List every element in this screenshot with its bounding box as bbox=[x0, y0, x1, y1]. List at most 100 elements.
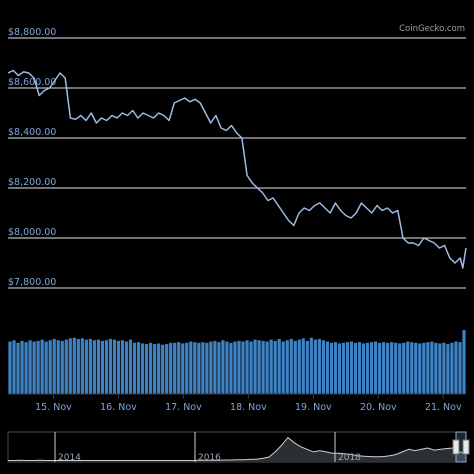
volume-bar bbox=[229, 342, 233, 394]
volume-bar bbox=[253, 339, 257, 394]
price-series-line bbox=[7, 69, 467, 269]
volume-bar bbox=[60, 340, 64, 394]
volume-bar bbox=[373, 341, 378, 394]
volume-bar bbox=[394, 342, 398, 394]
volume-bar bbox=[245, 340, 249, 394]
volume-bar bbox=[153, 344, 157, 394]
volume-bar bbox=[329, 342, 334, 394]
volume-bar bbox=[44, 341, 48, 394]
x-tick-label: 17. Nov bbox=[165, 402, 202, 413]
volume-bar bbox=[136, 342, 141, 394]
volume-bar bbox=[28, 340, 32, 394]
volume-bar bbox=[185, 342, 189, 394]
y-tick-label: $7,800.00 bbox=[8, 277, 56, 288]
volume-bar bbox=[430, 341, 434, 394]
navigator-area bbox=[8, 437, 466, 462]
volume-bar bbox=[305, 340, 309, 394]
volume-bar bbox=[353, 342, 358, 394]
volume-bar bbox=[257, 340, 261, 394]
volume-bar bbox=[12, 340, 16, 394]
volume-bar bbox=[277, 338, 281, 394]
volume-bar bbox=[116, 340, 121, 394]
volume-bar bbox=[225, 341, 229, 394]
volume-bar bbox=[36, 340, 40, 394]
volume-bar bbox=[402, 342, 406, 394]
volume-bar bbox=[68, 338, 72, 394]
volume-bar bbox=[108, 338, 113, 394]
price-line-area bbox=[7, 69, 467, 269]
navigator-year-label: 2018 bbox=[338, 453, 361, 463]
volume-bar bbox=[317, 338, 321, 394]
volume-bar bbox=[149, 342, 153, 394]
volume-bar bbox=[337, 343, 342, 394]
volume-bar bbox=[80, 338, 84, 394]
navigator-year-label: 2014 bbox=[58, 453, 81, 463]
volume-bar bbox=[357, 342, 362, 394]
chart-credit[interactable]: CoinGecko.com bbox=[399, 24, 465, 34]
volume-bar bbox=[378, 342, 382, 394]
volume-bar bbox=[120, 340, 125, 394]
volume-bar bbox=[382, 342, 386, 394]
volume-bar bbox=[16, 342, 20, 394]
volume-bar bbox=[265, 341, 269, 394]
volume-bar bbox=[96, 339, 101, 394]
volume-bar bbox=[289, 338, 293, 394]
volume-bar bbox=[201, 342, 205, 394]
volume-bar bbox=[390, 342, 394, 394]
volume-bar bbox=[418, 343, 422, 394]
volume-bar bbox=[24, 342, 28, 394]
volume-bar bbox=[361, 343, 366, 394]
x-tick-label: 20. Nov bbox=[360, 402, 397, 413]
volume-bar bbox=[104, 340, 109, 394]
volume-bar bbox=[365, 342, 370, 394]
volume-bar bbox=[48, 340, 52, 394]
volume-bar bbox=[76, 338, 80, 394]
volume-bar bbox=[450, 342, 454, 394]
volume-bar bbox=[124, 341, 129, 394]
x-tick-label: 16. Nov bbox=[100, 402, 137, 413]
volume-bar bbox=[273, 340, 277, 394]
volume-bar bbox=[88, 338, 92, 394]
volume-bar bbox=[446, 344, 450, 394]
volume-bar bbox=[237, 340, 241, 394]
volume-bar bbox=[233, 341, 237, 394]
volume-bar bbox=[189, 341, 193, 394]
volume-bar bbox=[406, 341, 410, 394]
volume-bar bbox=[205, 342, 209, 394]
volume-bar bbox=[173, 342, 177, 394]
volume-bar bbox=[325, 341, 330, 394]
volume-bar bbox=[349, 341, 354, 394]
volume-bar bbox=[165, 344, 169, 394]
volume-bar bbox=[410, 342, 414, 394]
volume-bar bbox=[92, 340, 96, 394]
x-tick-label: 15. Nov bbox=[35, 402, 72, 413]
volume-bar bbox=[217, 342, 221, 394]
volume-bar bbox=[84, 339, 88, 394]
navigator-handle[interactable] bbox=[452, 439, 460, 455]
volume-bar bbox=[345, 342, 350, 394]
volume-bar bbox=[414, 342, 418, 394]
y-tick-label: $8,800.00 bbox=[8, 27, 56, 38]
volume-bar bbox=[56, 340, 60, 394]
price-y-axis-labels: $8,800.00 $8,600.00 $8,400.00 $8,200.00 $8,0… bbox=[8, 27, 56, 288]
navigator-year-label: 2016 bbox=[198, 453, 221, 463]
volume-bar bbox=[341, 342, 346, 394]
volume-bar bbox=[313, 339, 317, 394]
volume-bar bbox=[213, 340, 217, 394]
volume-bar bbox=[285, 340, 289, 394]
navigator-handle[interactable] bbox=[462, 439, 470, 455]
volume-bar bbox=[386, 342, 390, 394]
volume-bar bbox=[197, 342, 201, 394]
volume-bar bbox=[132, 342, 137, 394]
range-navigator[interactable]: 2014 2016 2018 bbox=[7, 431, 470, 463]
volume-bar bbox=[128, 339, 133, 394]
volume-bar bbox=[422, 342, 426, 394]
y-tick-label: $8,600.00 bbox=[8, 77, 56, 88]
volume-bar bbox=[458, 342, 462, 394]
volume-bar bbox=[261, 340, 265, 394]
volume-bars bbox=[8, 330, 466, 394]
volume-bar bbox=[221, 340, 225, 394]
volume-bar bbox=[169, 342, 173, 394]
volume-bar bbox=[8, 341, 12, 394]
